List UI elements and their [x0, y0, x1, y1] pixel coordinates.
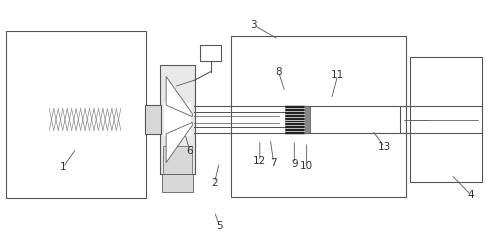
Text: 4: 4: [467, 190, 474, 200]
Text: 2: 2: [211, 178, 218, 188]
Text: 10: 10: [300, 161, 313, 171]
Bar: [231, 36, 406, 197]
Bar: [163, 146, 192, 174]
Bar: [160, 65, 195, 174]
Text: 11: 11: [331, 70, 344, 80]
Text: 6: 6: [186, 146, 193, 156]
Text: 3: 3: [250, 20, 257, 30]
Polygon shape: [166, 122, 192, 163]
Bar: [162, 174, 193, 192]
Bar: [145, 105, 161, 134]
Bar: [285, 105, 304, 134]
Bar: [164, 103, 191, 136]
Text: 8: 8: [275, 67, 282, 77]
Text: 12: 12: [253, 156, 266, 166]
Bar: [410, 57, 482, 182]
Text: 13: 13: [378, 142, 391, 152]
Bar: [6, 31, 146, 198]
Text: 1: 1: [60, 162, 67, 172]
Bar: [304, 106, 310, 133]
Text: 5: 5: [216, 221, 223, 231]
Text: 7: 7: [270, 158, 277, 168]
Polygon shape: [166, 76, 192, 117]
Text: 9: 9: [291, 159, 298, 169]
Bar: [200, 45, 221, 61]
